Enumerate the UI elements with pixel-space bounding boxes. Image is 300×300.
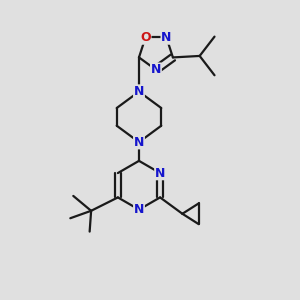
Text: N: N [134, 136, 144, 148]
Text: N: N [134, 203, 144, 216]
Text: N: N [155, 167, 165, 179]
Text: O: O [140, 31, 151, 44]
Text: N: N [151, 63, 161, 76]
Text: N: N [161, 31, 172, 44]
Text: N: N [134, 85, 144, 98]
